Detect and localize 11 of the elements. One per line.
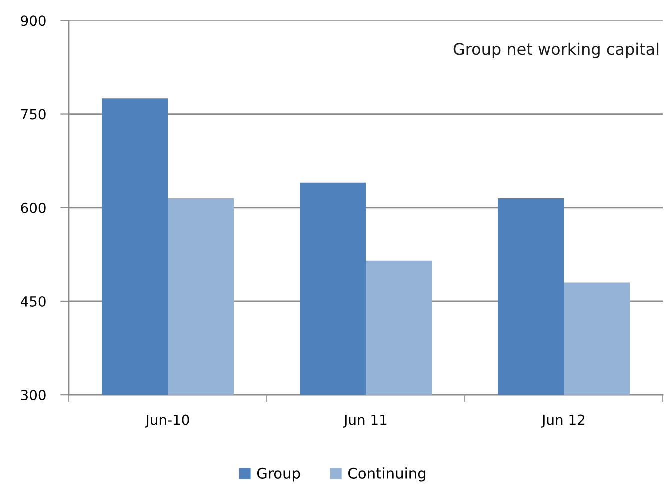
y-tick-label: 900 xyxy=(21,16,46,26)
x-tick-label: Jun-10 xyxy=(145,414,190,428)
y-tick-label: 600 xyxy=(21,202,46,214)
x-tick-label: Jun 11 xyxy=(343,414,387,428)
y-tick-label: 750 xyxy=(21,109,46,120)
legend-label: Continuing xyxy=(348,468,426,482)
text: Group net working capital xyxy=(454,42,659,58)
y-tick-label: 450 xyxy=(20,296,46,307)
legend-label: Group xyxy=(257,468,300,482)
y-tick-label: 300 xyxy=(21,390,46,401)
x-tick-label: Jun 12 xyxy=(541,414,585,428)
